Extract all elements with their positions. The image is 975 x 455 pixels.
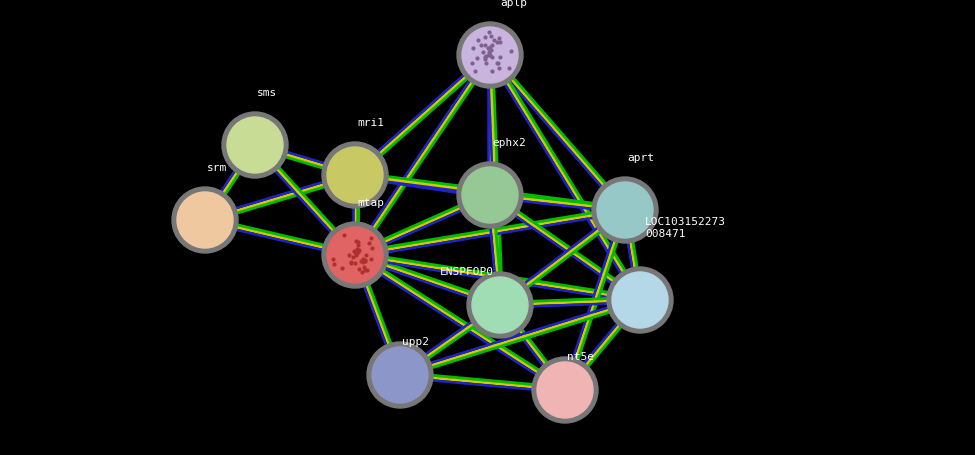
Circle shape — [457, 162, 523, 228]
Circle shape — [227, 117, 283, 173]
Circle shape — [607, 267, 673, 333]
Circle shape — [372, 347, 428, 403]
Text: aprt: aprt — [627, 153, 654, 163]
Text: upp2: upp2 — [402, 337, 429, 347]
Circle shape — [222, 112, 288, 178]
Text: mri1: mri1 — [357, 118, 384, 128]
Circle shape — [537, 362, 593, 418]
Circle shape — [472, 277, 528, 333]
Circle shape — [592, 177, 658, 243]
Text: LOC103152273
008471: LOC103152273 008471 — [645, 217, 726, 239]
Circle shape — [322, 222, 388, 288]
Text: mtap: mtap — [357, 198, 384, 208]
Text: ephx2: ephx2 — [492, 138, 526, 148]
Text: nt5e: nt5e — [567, 352, 594, 362]
Circle shape — [532, 357, 598, 423]
Circle shape — [322, 142, 388, 208]
Text: srm: srm — [207, 163, 227, 173]
Circle shape — [467, 272, 533, 338]
Text: aplp: aplp — [500, 0, 527, 8]
Circle shape — [462, 27, 518, 83]
Circle shape — [327, 227, 383, 283]
Circle shape — [172, 187, 238, 253]
Circle shape — [597, 182, 653, 238]
Text: ENSPFOP0: ENSPFOP0 — [440, 267, 494, 277]
Text: sms: sms — [257, 88, 277, 98]
Circle shape — [457, 22, 523, 88]
Circle shape — [367, 342, 433, 408]
Circle shape — [327, 147, 383, 203]
Circle shape — [462, 167, 518, 223]
Circle shape — [177, 192, 233, 248]
Circle shape — [612, 272, 668, 328]
